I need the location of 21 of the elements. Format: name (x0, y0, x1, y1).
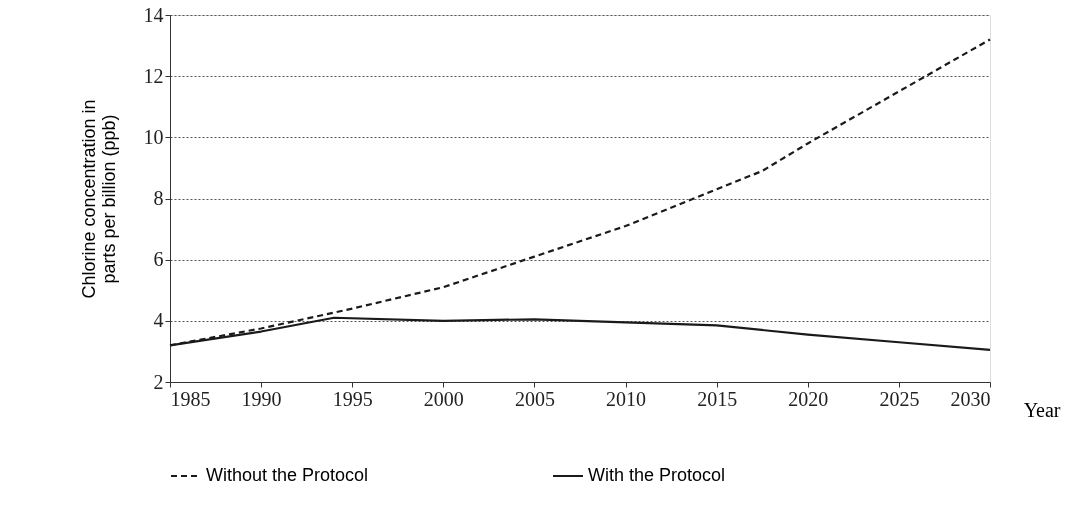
x-tick-label: 2025 (879, 387, 920, 410)
y-tick-label: 12 (143, 64, 164, 87)
y-tick-label: 4 (153, 309, 164, 332)
x-tick-label: 2000 (423, 387, 464, 410)
x-tick-label: 2015 (697, 387, 738, 410)
legend-label: With the Protocol (588, 465, 726, 485)
x-tick-label: 2005 (514, 387, 555, 410)
x-axis-title: Year (1023, 398, 1061, 421)
y-tick-label: 14 (143, 3, 164, 26)
y-tick-label: 10 (143, 125, 164, 148)
x-tick-label: 1990 (241, 387, 282, 410)
x-tick-label: 2020 (788, 387, 829, 410)
y-tick-label: 2 (153, 370, 164, 393)
y-axis-title: Chlorine concentration in parts per billion (ppb) (78, 99, 119, 299)
y-tick-label: 6 (153, 248, 164, 271)
y-tick-label: 8 (153, 187, 164, 209)
x-tick-label: 2010 (606, 387, 647, 410)
x-tick-label: 1995 (332, 387, 373, 410)
x-tick-label: 1985 (170, 387, 211, 410)
x-tick-label: 2030 (950, 387, 991, 410)
legend-label: Without the Protocol (206, 465, 369, 485)
